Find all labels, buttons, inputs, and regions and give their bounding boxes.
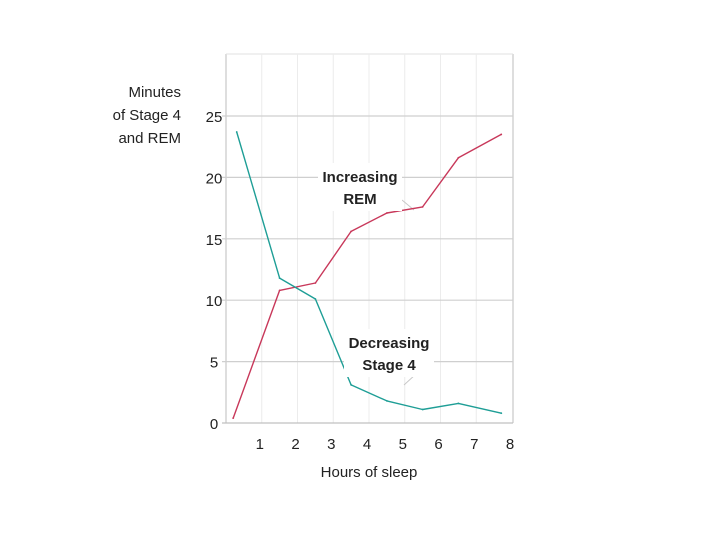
x-tick-label-5: 5 — [399, 436, 407, 453]
x-tick-label-6: 6 — [434, 436, 442, 453]
x-tick-label-8: 8 — [506, 436, 514, 453]
rem-point-5 — [421, 205, 424, 208]
rem-point-3 — [350, 230, 353, 233]
y-tick-label-15: 15 — [206, 232, 223, 249]
rem-series-line — [232, 133, 502, 419]
x-tick-labels: 1 2 3 4 5 6 7 8 — [256, 436, 515, 453]
stage4-series-line — [235, 131, 502, 414]
y-tick-label-0: 0 — [210, 416, 218, 433]
y-tick-label-20: 20 — [206, 170, 223, 187]
y-axis-label-line-2: of Stage 4 — [113, 107, 181, 124]
stage4-point-2 — [314, 298, 317, 300]
rem-point-1 — [278, 289, 281, 292]
series — [232, 131, 503, 419]
x-tick-label-7: 7 — [470, 436, 478, 453]
stage4-annotation-line-2: Stage 4 — [362, 357, 416, 374]
y-axis-label-line-3: and REM — [118, 130, 181, 147]
rem-annotation-line-2: REM — [343, 191, 376, 208]
grid — [222, 53, 514, 424]
y-tick-label-25: 25 — [206, 109, 223, 126]
rem-point-0 — [232, 417, 235, 419]
x-tick-label-3: 3 — [327, 436, 335, 453]
stage4-point-7 — [500, 412, 503, 415]
x-tick-label-1: 1 — [256, 436, 264, 453]
y-tick-labels: 0 5 10 15 20 25 — [206, 109, 223, 433]
rem-annotation-line-1: Increasing — [322, 169, 397, 186]
rem-point-6 — [457, 156, 460, 159]
stage4-annotation-line-1: Decreasing — [349, 335, 430, 352]
stage4-point-6 — [457, 402, 460, 405]
y-tick-label-10: 10 — [206, 293, 223, 310]
stage4-point-4 — [385, 399, 388, 402]
stage4-point-0 — [235, 131, 238, 133]
rem-annotation-bg — [318, 163, 402, 211]
x-axis-label: Hours of sleep — [321, 464, 418, 481]
rem-point-2 — [314, 282, 317, 284]
stage4-point-5 — [421, 408, 424, 411]
rem-point-4 — [385, 212, 388, 214]
stage4-point-3 — [350, 384, 353, 386]
stage4-annotation-bg — [344, 329, 434, 377]
x-tick-label-2: 2 — [291, 436, 299, 453]
x-tick-label-4: 4 — [363, 436, 371, 453]
y-axis-label-line-1: Minutes — [128, 84, 181, 101]
rem-point-7 — [500, 133, 503, 136]
stage4-point-1 — [278, 277, 281, 279]
y-tick-label-5: 5 — [210, 355, 218, 372]
